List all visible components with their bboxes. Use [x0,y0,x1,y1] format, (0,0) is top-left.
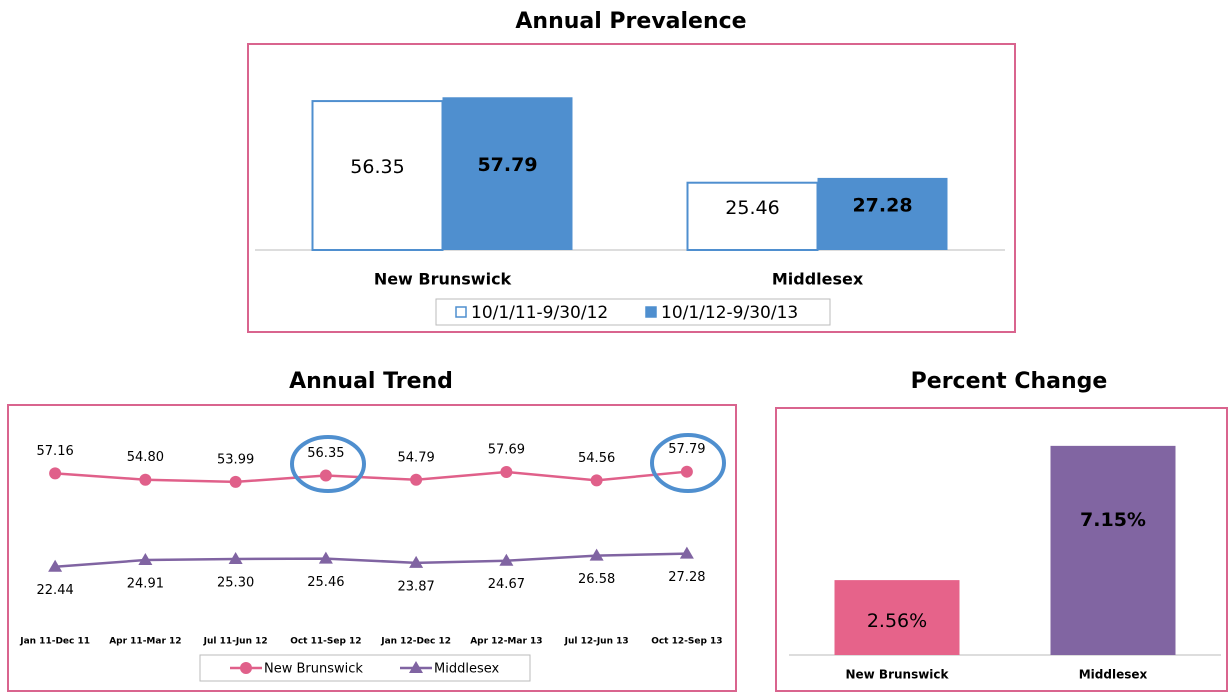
data-label: 22.44 [37,583,74,598]
marker [679,546,694,559]
data-label: 24.91 [127,577,164,592]
data-label: 27.28 [852,194,912,216]
data-label: 57.79 [477,154,537,176]
data-label: 56.35 [350,156,404,178]
chart-frame [775,407,1228,692]
data-label: 25.46 [307,575,344,590]
marker [409,661,423,673]
legend-box [435,298,831,326]
data-label: 7.15% [1080,509,1146,531]
chart-title: Annual Prevalence [515,9,746,34]
x-tick-label: Middlesex [1079,668,1148,682]
legend-box [199,654,531,682]
data-label: 24.67 [488,577,525,592]
line [55,470,687,484]
data-label: 57.16 [37,444,74,459]
data-label: 56.35 [307,446,344,461]
marker [680,465,693,478]
bar [686,181,819,251]
data-label: 54.56 [578,451,615,466]
legend-label: New Brunswick [264,662,363,677]
chart-frame [247,43,1016,333]
marker [589,548,604,561]
data-label: 23.87 [398,579,435,594]
marker [319,469,332,482]
marker [49,467,62,480]
line [55,552,687,568]
chart-title: Percent Change [911,369,1108,394]
legend-label: Middlesex [434,662,499,677]
marker [240,662,252,674]
bar [311,100,444,251]
x-tick-label: Jan 11-Dec 11 [19,637,90,647]
marker [48,559,63,572]
legend-label: 10/1/12-9/30/13 [661,303,798,323]
marker [318,551,333,564]
data-label: 25.46 [725,197,779,219]
data-label: 26.58 [578,572,615,587]
legend-swatch [645,306,657,318]
bar [817,177,948,250]
data-label: 27.28 [668,570,705,585]
data-label: 57.79 [668,442,705,457]
x-tick-label: Middlesex [772,270,864,289]
data-label: 53.99 [217,452,254,467]
marker [138,553,153,566]
bar [1050,445,1176,655]
x-tick-label: New Brunswick [374,270,512,289]
data-label: 54.80 [127,450,164,465]
bar [442,97,573,250]
legend-swatch [455,306,467,318]
highlight-ellipse [650,433,726,493]
x-tick-label: Oct 12-Sep 13 [651,637,722,647]
x-tick-label: Jul 11-Jun 12 [203,637,268,647]
x-tick-label: Apr 12-Mar 13 [470,637,542,647]
legend-label: 10/1/11-9/30/12 [471,303,608,323]
data-label: 25.30 [217,576,254,591]
marker [229,475,242,488]
marker [590,474,603,487]
bar [834,580,960,655]
x-tick-label: Oct 11-Sep 12 [290,637,361,647]
x-tick-label: Jul 12-Jun 13 [564,637,629,647]
data-label: 54.79 [398,450,435,465]
marker [500,465,513,478]
x-tick-label: Apr 11-Mar 12 [109,637,181,647]
chart-title: Annual Trend [289,369,453,394]
chart-frame [7,404,737,692]
x-tick-label: Jan 12-Dec 12 [380,637,451,647]
highlight-ellipse [290,435,366,493]
charts: New Brunswick 56.35 57.79 Middlesex 25.46 27.… [19,97,1221,682]
x-tick-label: New Brunswick [845,668,949,682]
marker [139,473,152,486]
marker [409,555,424,568]
marker [228,552,243,565]
marker [499,553,514,566]
data-label: 2.56% [867,610,927,632]
data-label: 57.69 [488,442,525,457]
marker [410,473,423,486]
